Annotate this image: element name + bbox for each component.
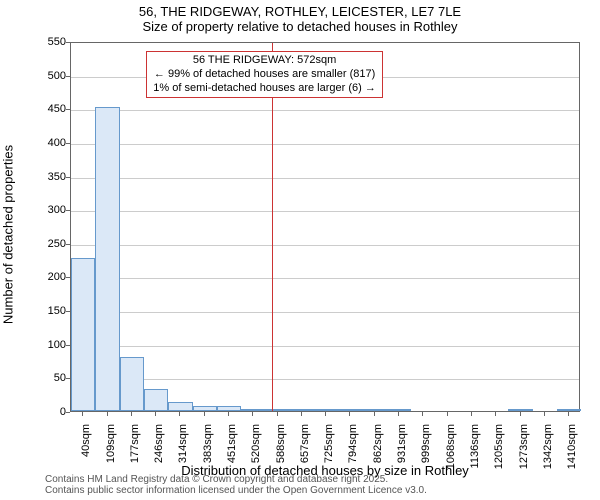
x-tick-label: 314sqm <box>177 424 189 474</box>
x-tick-label: 1068sqm <box>445 424 457 474</box>
histogram-bar <box>387 409 411 411</box>
x-tick-label: 1273sqm <box>518 424 530 474</box>
x-tick-label: 999sqm <box>420 424 432 474</box>
x-tick-mark <box>277 412 278 416</box>
x-tick-mark <box>349 412 350 416</box>
gridline <box>71 278 579 279</box>
y-tick-label: 200 <box>6 271 66 283</box>
x-tick-mark <box>204 412 205 416</box>
y-tick-label: 250 <box>6 238 66 250</box>
y-tick-mark <box>66 244 70 245</box>
y-tick-mark <box>66 109 70 110</box>
y-tick-label: 550 <box>6 36 66 48</box>
y-tick-mark <box>66 210 70 211</box>
histogram-bar <box>557 409 581 411</box>
y-tick-label: 500 <box>6 70 66 82</box>
y-tick-label: 100 <box>6 339 66 351</box>
title-line-1: 56, THE RIDGEWAY, ROTHLEY, LEICESTER, LE… <box>0 4 600 19</box>
x-tick-mark <box>179 412 180 416</box>
histogram-bar <box>508 409 532 411</box>
gridline <box>71 312 579 313</box>
x-tick-mark <box>495 412 496 416</box>
plot-area: 56 THE RIDGEWAY: 572sqm← 99% of detached… <box>70 42 580 412</box>
x-tick-label: 1342sqm <box>542 424 554 474</box>
gridline <box>71 110 579 111</box>
x-tick-label: 520sqm <box>250 424 262 474</box>
histogram-bar <box>217 406 241 411</box>
histogram-bar <box>265 409 289 411</box>
x-tick-mark <box>325 412 326 416</box>
histogram-bar <box>290 409 314 411</box>
gridline <box>71 245 579 246</box>
x-tick-label: 588sqm <box>275 424 287 474</box>
title-line-2: Size of property relative to detached ho… <box>0 19 600 34</box>
chart-container: 56, THE RIDGEWAY, ROTHLEY, LEICESTER, LE… <box>0 0 600 500</box>
y-tick-mark <box>66 345 70 346</box>
y-tick-mark <box>66 76 70 77</box>
x-tick-label: 246sqm <box>153 424 165 474</box>
histogram-bar <box>338 409 362 411</box>
x-tick-mark <box>471 412 472 416</box>
x-tick-mark <box>131 412 132 416</box>
y-tick-mark <box>66 177 70 178</box>
gridline <box>71 346 579 347</box>
y-tick-mark <box>66 42 70 43</box>
y-tick-label: 450 <box>6 103 66 115</box>
x-tick-mark <box>155 412 156 416</box>
x-tick-label: 931sqm <box>396 424 408 474</box>
histogram-bar <box>363 409 387 411</box>
x-tick-label: 1410sqm <box>566 424 578 474</box>
y-tick-label: 50 <box>6 372 66 384</box>
x-tick-label: 862sqm <box>372 424 384 474</box>
y-tick-label: 350 <box>6 171 66 183</box>
x-tick-mark <box>228 412 229 416</box>
x-tick-label: 657sqm <box>299 424 311 474</box>
y-tick-mark <box>66 311 70 312</box>
x-tick-mark <box>301 412 302 416</box>
x-tick-label: 40sqm <box>80 424 92 474</box>
y-tick-mark <box>66 143 70 144</box>
y-tick-label: 150 <box>6 305 66 317</box>
x-tick-mark <box>252 412 253 416</box>
histogram-bar <box>144 389 168 411</box>
x-tick-mark <box>447 412 448 416</box>
x-tick-label: 109sqm <box>105 424 117 474</box>
y-tick-label: 300 <box>6 204 66 216</box>
x-tick-mark <box>82 412 83 416</box>
y-tick-label: 0 <box>6 406 66 418</box>
x-tick-mark <box>544 412 545 416</box>
y-tick-mark <box>66 412 70 413</box>
histogram-bar <box>120 357 144 411</box>
histogram-bar <box>71 258 95 411</box>
y-tick-label: 400 <box>6 137 66 149</box>
gridline <box>71 178 579 179</box>
histogram-bar <box>193 406 217 411</box>
histogram-bar <box>241 409 265 411</box>
x-tick-mark <box>374 412 375 416</box>
y-tick-mark <box>66 378 70 379</box>
x-tick-mark <box>520 412 521 416</box>
marker-annotation: 56 THE RIDGEWAY: 572sqm← 99% of detached… <box>146 51 383 98</box>
gridline <box>71 211 579 212</box>
histogram-bar <box>168 402 192 411</box>
x-tick-label: 1136sqm <box>469 424 481 474</box>
x-tick-label: 451sqm <box>226 424 238 474</box>
x-tick-label: 1205sqm <box>493 424 505 474</box>
x-tick-label: 794sqm <box>347 424 359 474</box>
gridline <box>71 144 579 145</box>
x-tick-mark <box>422 412 423 416</box>
x-tick-mark <box>568 412 569 416</box>
footer-attribution: Contains HM Land Registry data © Crown c… <box>45 474 427 496</box>
y-tick-mark <box>66 277 70 278</box>
x-tick-mark <box>107 412 108 416</box>
x-tick-mark <box>398 412 399 416</box>
histogram-bar <box>314 409 338 411</box>
histogram-bar <box>95 107 119 411</box>
x-tick-label: 725sqm <box>323 424 335 474</box>
x-tick-label: 177sqm <box>129 424 141 474</box>
gridline <box>71 379 579 380</box>
x-tick-label: 383sqm <box>202 424 214 474</box>
title-block: 56, THE RIDGEWAY, ROTHLEY, LEICESTER, LE… <box>0 4 600 34</box>
